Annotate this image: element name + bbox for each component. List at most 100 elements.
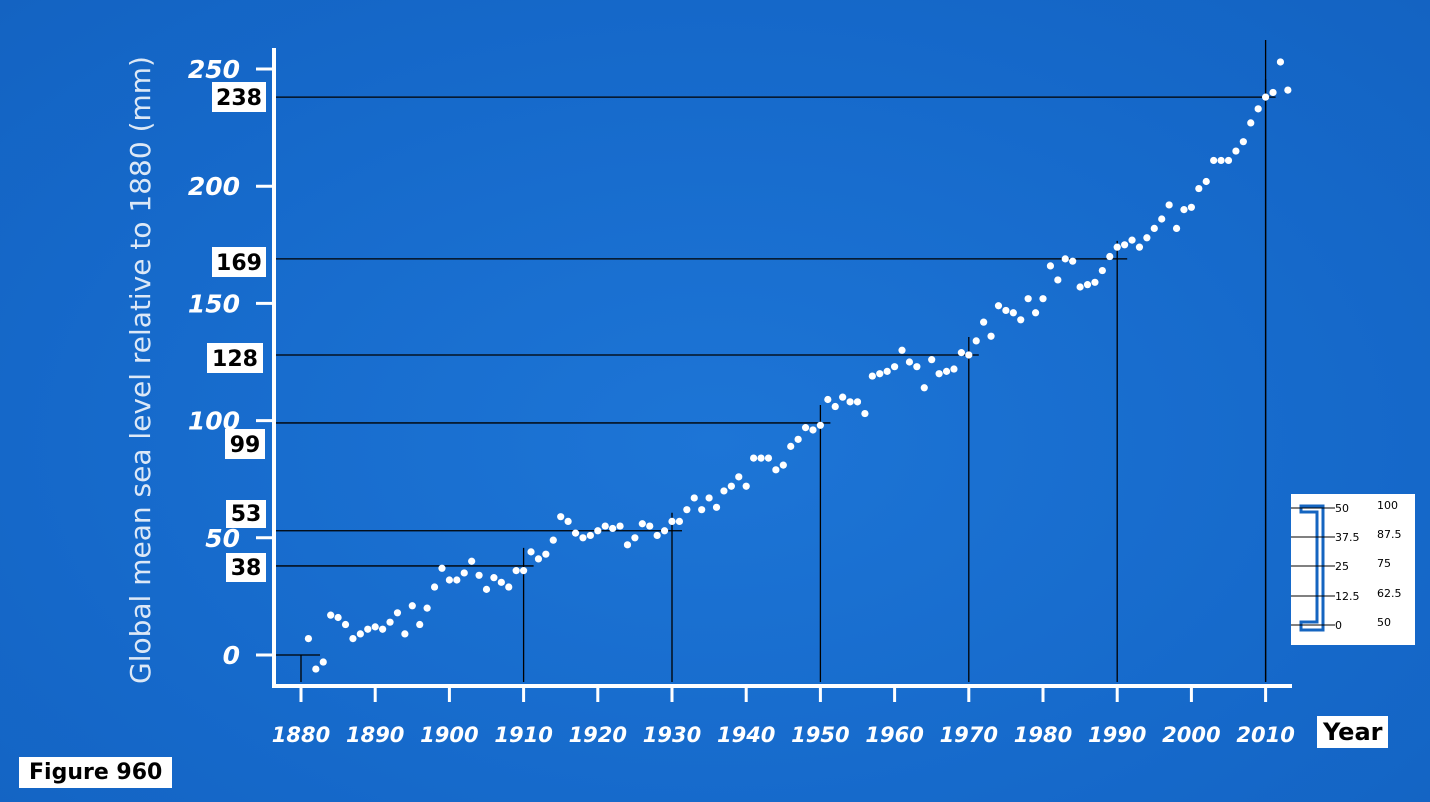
data-point (712, 503, 721, 511)
scale-legend-graphic: 50 100 37.5 87.5 25 75 12.5 62.5 0 50 (1291, 499, 1402, 632)
data-point (720, 487, 728, 495)
data-point (497, 578, 505, 586)
data-point (482, 585, 491, 593)
value-callout-label: 128 (212, 347, 258, 372)
data-point (549, 536, 557, 544)
data-point (364, 625, 372, 633)
data-point (683, 506, 691, 514)
data-point (512, 567, 520, 575)
data-point (757, 454, 765, 462)
data-point (1262, 93, 1270, 101)
data-point (505, 583, 513, 591)
data-point (809, 426, 817, 434)
data-point (1054, 276, 1062, 284)
legend-inner-value: 0 (1335, 619, 1342, 632)
legend-outer-value: 100 (1377, 499, 1398, 512)
reference-lines (276, 40, 1276, 682)
data-point (853, 398, 862, 406)
data-point (623, 541, 632, 549)
data-point (319, 658, 327, 666)
data-point (1172, 224, 1181, 232)
data-point (1143, 234, 1151, 242)
data-point (1180, 206, 1188, 214)
data-point (750, 454, 758, 462)
data-point (408, 602, 416, 610)
data-point (980, 318, 988, 326)
data-point (356, 630, 364, 638)
y-tick-label: 250 (188, 55, 240, 84)
data-point (468, 557, 476, 565)
data-point (705, 494, 713, 502)
data-point (1150, 224, 1158, 232)
x-axis-label: Year (1317, 716, 1389, 748)
value-callout-label: 169 (216, 251, 262, 276)
data-point (1284, 86, 1292, 94)
data-point (772, 466, 780, 474)
data-point (935, 370, 943, 378)
data-point (1128, 236, 1136, 244)
value-callout-box (225, 429, 265, 459)
data-point (334, 613, 342, 622)
data-point (1158, 215, 1166, 223)
data-point (1217, 156, 1225, 165)
legend-bracket (1299, 504, 1325, 632)
data-point (891, 363, 899, 371)
data-point (957, 349, 965, 357)
data-point (1254, 105, 1262, 113)
data-point (965, 351, 973, 359)
y-tick-label: 50 (205, 524, 240, 553)
data-point (1039, 295, 1047, 303)
legend-outer-value: 50 (1377, 616, 1391, 629)
data-point (898, 346, 906, 354)
data-point (794, 435, 802, 443)
data-point (571, 529, 580, 537)
data-point (1224, 156, 1233, 165)
data-point (1009, 309, 1017, 317)
data-point (490, 574, 498, 582)
value-callout-box (226, 500, 266, 528)
data-point (764, 454, 773, 462)
y-tick-label: 150 (188, 289, 240, 318)
value-callout-box (212, 247, 266, 277)
data-point (1017, 316, 1025, 324)
data-point (1121, 241, 1129, 249)
data-point (1269, 88, 1277, 97)
data-point (1061, 255, 1069, 263)
data-point (994, 302, 1003, 310)
data-point (1083, 281, 1092, 289)
data-point (542, 550, 550, 558)
x-tick-label: 2000 (1162, 723, 1220, 747)
value-callouts: 238 169 128 99 53 38 (207, 82, 266, 582)
data-point (1239, 138, 1247, 146)
data-point (942, 367, 951, 375)
data-point (527, 548, 535, 556)
data-point (1098, 266, 1106, 275)
value-callout-label: 53 (231, 502, 262, 527)
x-tick-label: 1960 (865, 723, 923, 747)
data-point (861, 409, 869, 418)
legend-outer-value: 62.5 (1377, 587, 1402, 600)
legend-inner-value: 12.5 (1335, 590, 1360, 603)
data-point (1247, 119, 1255, 127)
data-point (883, 367, 891, 375)
data-point (601, 522, 609, 530)
data-point (1091, 278, 1099, 286)
data-point (401, 630, 409, 638)
x-tick-label: 1950 (791, 723, 849, 747)
data-point (905, 358, 914, 366)
legend-outer-value: 75 (1377, 557, 1391, 570)
data-point (727, 482, 735, 490)
data-point (349, 634, 357, 643)
x-tick-label: 1920 (569, 723, 627, 747)
value-callout-label: 238 (216, 86, 262, 111)
legend-inner-value: 50 (1335, 502, 1349, 515)
y-axis-label: Global mean sea level relative to 1880 (… (124, 56, 157, 684)
legend-inner-value: 37.5 (1335, 531, 1360, 544)
data-point (534, 555, 543, 563)
data-point (557, 513, 565, 521)
value-callout-label: 38 (231, 556, 262, 581)
x-tick-label: 1910 (494, 723, 552, 747)
data-point (1232, 147, 1240, 155)
